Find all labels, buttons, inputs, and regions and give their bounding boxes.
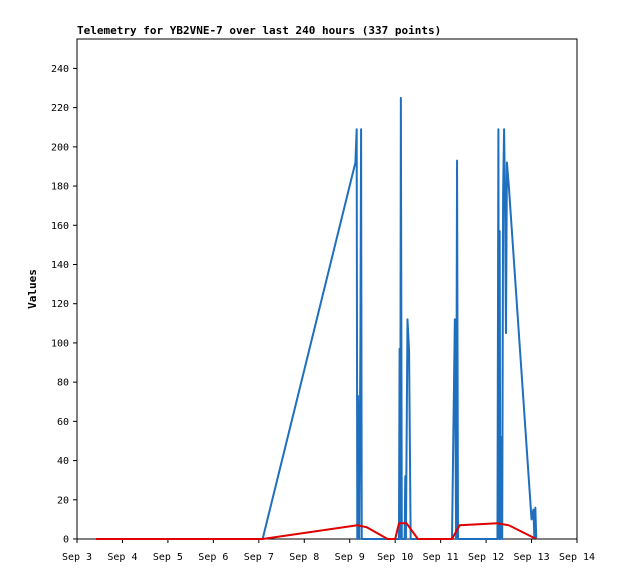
y-tick-label: 20 (57, 495, 69, 506)
x-tick-label: Sep 8 (289, 552, 319, 563)
y-tick-label: 80 (57, 378, 69, 389)
y-tick-label: 100 (51, 338, 69, 349)
y-tick-label: 220 (51, 103, 69, 114)
x-tick-label: Sep 9 (335, 552, 365, 563)
y-tick-label: 180 (51, 182, 69, 193)
series-line-1 (95, 522, 537, 540)
series-layer (95, 96, 538, 540)
y-axis-title: Values (26, 269, 39, 309)
x-tick-label: Sep 6 (198, 552, 228, 563)
y-tick-label: 40 (57, 456, 69, 467)
x-tick-label: Sep 5 (153, 552, 183, 563)
y-tick-label: 120 (51, 299, 69, 310)
x-tick-label: Sep 3 (62, 552, 92, 563)
x-tick-label: Sep 7 (244, 552, 274, 563)
y-tick-label: 240 (51, 64, 69, 75)
y-tick-label: 0 (63, 535, 69, 546)
series-line-0 (95, 96, 538, 540)
x-axis: Sep 3 Sep 4 Sep 5 Sep 6 Sep 7 Sep 8 Sep 9 Sep 1… (62, 539, 595, 563)
plot-area (76, 38, 578, 540)
x-tick-label: Sep 4 (107, 552, 137, 563)
x-tick-label: Sep 12 (468, 552, 504, 563)
y-tick-label: 200 (51, 142, 69, 153)
y-tick-label: 60 (57, 417, 69, 428)
x-tick-label: Sep 14 (559, 552, 595, 563)
x-tick-label: Sep 11 (423, 552, 459, 563)
x-tick-label: Sep 10 (377, 552, 413, 563)
y-tick-label: 160 (51, 221, 69, 232)
y-tick-label: 140 (51, 260, 69, 271)
x-tick-label: Sep 13 (513, 552, 549, 563)
chart-title: Telemetry for YB2VNE-7 over last 240 hou… (77, 24, 441, 37)
y-axis: 0 20 40 60 80 100 120 140 160 180 200 220 240 (51, 64, 77, 546)
